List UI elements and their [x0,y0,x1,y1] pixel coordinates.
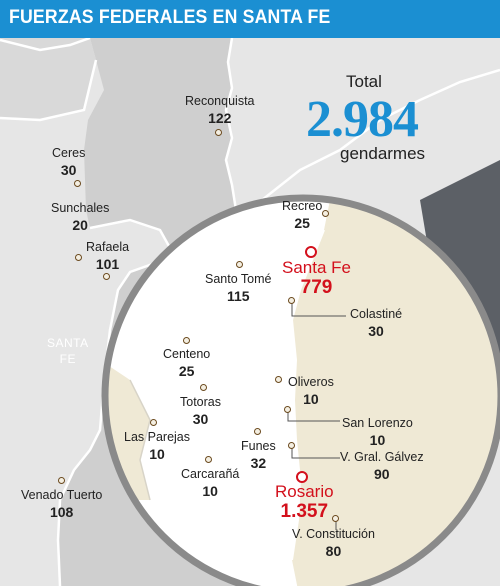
city-v-gral-galvez: V. Gral. Gálvez 90 [340,451,424,481]
city-value: 101 [95,255,120,272]
city-value: 10 [149,445,165,462]
city-marker [254,428,261,435]
total-number: 2.984 [306,91,419,148]
province-label-line2: FE [59,352,76,367]
city-name: San Lorenzo [342,416,413,430]
city-value: 20 [72,216,88,233]
zoom-circle-ring [101,194,500,586]
city-value: 30 [192,410,209,427]
city-value: 25 [178,362,195,379]
city-name: Recreo [282,199,323,213]
city-marker [322,210,329,217]
west-province [0,38,96,120]
city-value: 90 [374,465,390,482]
city-san-lorenzo: San Lorenzo 10 [342,417,413,447]
city-name: Funes [241,439,276,453]
city-value: 779 [300,277,333,298]
city-marker-highlight [305,246,317,258]
city-sunchales: Sunchales 20 [51,202,109,232]
city-value: 80 [325,542,342,559]
city-marker [205,456,212,463]
zoom-west-border [129,379,151,501]
city-name: Totoras [180,395,221,409]
city-marker-highlight [296,471,308,483]
city-value: 10 [303,390,319,407]
city-marker [288,297,295,304]
city-name: Santo Tomé [205,272,272,286]
city-v-constitucion: V. Constitución 80 [292,528,375,558]
city-rafaela: Rafaela 101 [86,241,129,271]
city-value: 115 [226,287,250,304]
city-venado-tuerto: Venado Tuerto 108 [21,489,102,519]
city-name: Centeno [163,347,211,361]
city-marker [103,273,110,280]
city-marker [74,180,81,187]
city-name: V. Gral. Gálvez [340,450,424,464]
city-funes: Funes 32 [241,440,276,470]
city-value: 1.357 [280,501,329,522]
city-santa-fe: Santa Fe 779 [282,259,351,297]
city-marker [183,337,190,344]
header-bar: FUERZAS FEDERALES EN SANTA FE [0,0,500,38]
city-marker [58,477,65,484]
total-unit: gendarmes [340,144,426,163]
city-marker [200,384,207,391]
city-rosario: Rosario 1.357 [275,483,334,521]
province-border [0,38,91,52]
city-marker [150,419,157,426]
city-value: 30 [368,322,384,339]
city-name: V. Constitución [292,527,375,541]
city-value: 32 [250,454,267,471]
city-recreo: Recreo 25 [282,200,322,230]
province-border [0,59,172,586]
city-centeno: Centeno 25 [163,348,210,378]
leader-line-colastine [291,302,346,317]
province-label: SANTA FE [47,335,89,367]
leader-lines [287,302,346,530]
province-label-line1: SANTA [47,336,89,350]
city-oliveros: Oliveros 10 [288,376,334,406]
page-title: FUERZAS FEDERALES EN SANTA FE [9,7,331,28]
zoom-river-region [292,200,500,586]
city-value: 30 [60,161,77,178]
city-reconquista: Reconquista 122 [185,95,255,125]
city-carcarana: Carcarañá 10 [181,468,239,498]
city-totoras: Totoras 30 [180,396,221,426]
leader-line-san-lorenzo [287,411,340,422]
city-marker [288,442,295,449]
city-name: Reconquista [185,94,255,108]
city-marker [332,515,339,522]
city-name: Carcarañá [181,467,240,481]
city-marker [275,376,282,383]
city-name: Oliveros [288,375,334,389]
city-name: Santa Fe [282,258,351,277]
city-value: 122 [208,109,232,126]
city-name: Rosario [275,482,334,501]
city-las-parejas: Las Parejas 10 [124,431,190,461]
map-background [0,38,500,586]
leader-line-v-gral-galvez [291,448,340,459]
city-value: 25 [294,214,310,231]
city-name: Ceres [52,146,86,160]
city-santo-tome: Santo Tomé 115 [205,273,271,303]
city-value: 10 [369,431,386,448]
city-marker [75,254,82,261]
city-name: Las Parejas [124,430,191,444]
city-value: 108 [49,503,74,520]
city-marker [236,261,243,268]
city-ceres: Ceres 30 [52,147,85,177]
city-value: 10 [202,482,218,499]
city-marker [284,406,291,413]
total-label: Total [346,72,382,91]
city-name: Venado Tuerto [21,488,103,502]
city-name: Sunchales [51,201,110,215]
city-colastine: Colastiné 30 [350,308,402,338]
zoom-river-line [290,229,325,561]
city-marker [215,129,222,136]
city-name: Colastiné [350,307,403,321]
city-name: Rafaela [86,240,130,254]
